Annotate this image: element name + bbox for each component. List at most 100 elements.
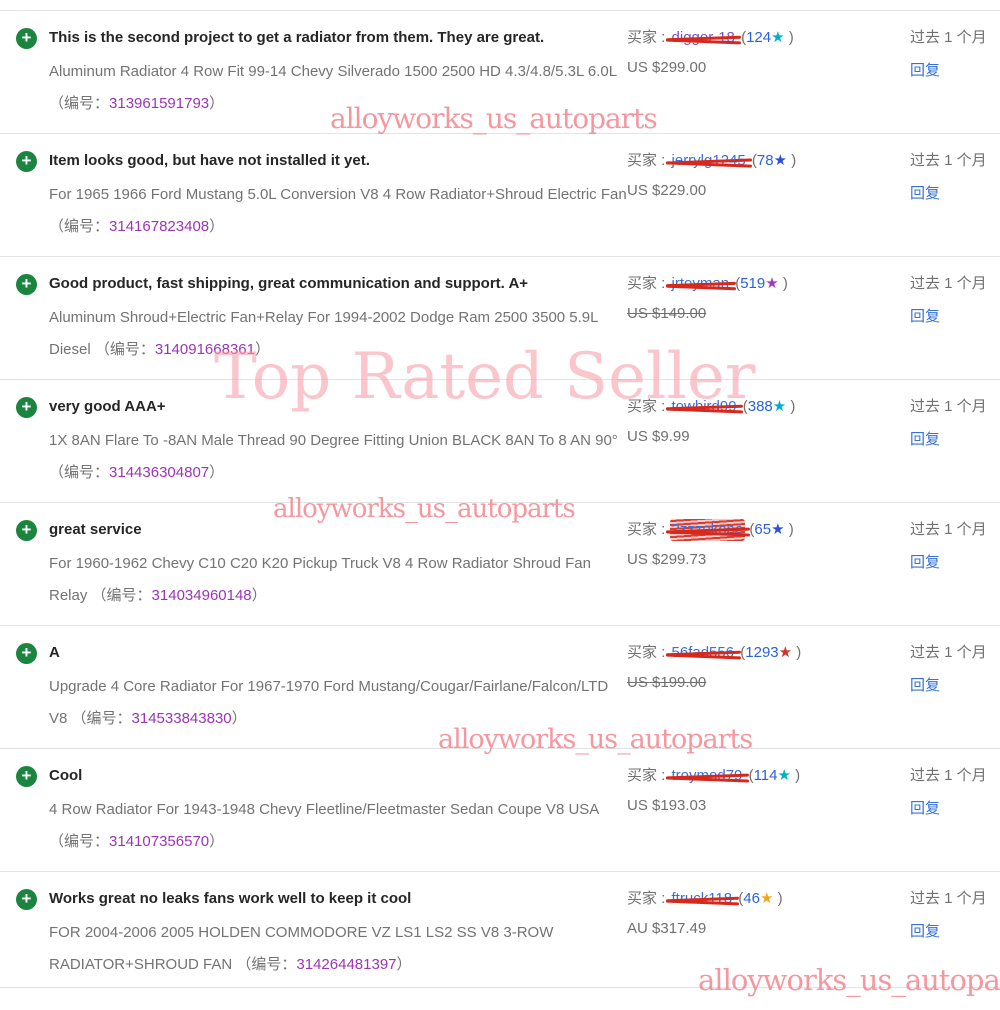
item-price: US $193.03 (627, 797, 707, 814)
buyer-username[interactable]: jrtoyman (670, 273, 732, 295)
buyer-username[interactable]: troymod79 (670, 765, 745, 787)
feedback-count[interactable]: 124 (746, 29, 772, 46)
item-number-link[interactable]: 314264481397 (296, 956, 397, 973)
buyer-line: 买家 : digger-18 (124★ ) (627, 27, 909, 49)
feedback-row: + Item looks good, but have not installe… (0, 133, 1000, 256)
close-paren: ) (778, 275, 788, 292)
positive-feedback-icon: + (16, 397, 37, 418)
item-number-close: ） (396, 956, 412, 973)
feedback-time: 过去 1 个月 (910, 521, 987, 538)
reply-link[interactable]: 回复 (910, 800, 941, 817)
feedback-comment: Works great no leaks fans work well to k… (49, 890, 412, 907)
item-number-link[interactable]: 314436304807 (109, 464, 210, 481)
item-number-link[interactable]: 313961591793 (109, 95, 210, 112)
buyer-username[interactable]: 56fad556 (670, 642, 737, 664)
feedback-time: 过去 1 个月 (910, 767, 987, 784)
feedback-count[interactable]: 46 (743, 890, 760, 907)
reply-link[interactable]: 回复 (910, 677, 941, 694)
buyer-username[interactable]: towbird99 (670, 396, 739, 418)
item-description: Upgrade 4 Core Radiator For 1967-1970 Fo… (49, 671, 627, 735)
right-column: 过去 1 个月 回复 (910, 764, 996, 871)
reply-link[interactable]: 回复 (910, 431, 941, 448)
item-number-link[interactable]: 314091668361 (154, 341, 255, 358)
feedback-comment: Item looks good, but have not installed … (49, 152, 370, 169)
item-number-label: （编号： (49, 95, 110, 112)
feedback-main: great service For 1960-1962 Chevy C10 C2… (49, 518, 627, 625)
feedback-main: Good product, fast shipping, great commu… (49, 272, 627, 379)
open-paren: ( (751, 152, 757, 169)
right-column: 过去 1 个月 回复 (910, 395, 996, 502)
item-price: US $299.00 (627, 59, 707, 76)
item-title: Upgrade 4 Core Radiator For 1967-1970 Fo… (49, 678, 609, 727)
feedback-comment: very good AAA+ (49, 398, 166, 415)
close-paren: ) (773, 890, 783, 907)
right-column: 过去 1 个月 回复 (910, 641, 996, 748)
item-price: US $299.73 (627, 551, 707, 568)
item-price: US $9.99 (627, 428, 690, 445)
reply-link[interactable]: 回复 (910, 62, 941, 79)
right-column: 过去 1 个月 回复 (910, 149, 996, 256)
buyer-label: 买家 : (627, 644, 666, 661)
feedback-star-icon: ★ (771, 29, 785, 46)
feedback-star-icon: ★ (765, 275, 779, 292)
item-number-link[interactable]: 314107356570 (109, 833, 210, 850)
reply-link[interactable]: 回复 (910, 308, 941, 325)
item-number-close: ） (209, 464, 225, 481)
item-number-close: ） (254, 341, 270, 358)
feedback-list: + This is the second project to get a ra… (0, 10, 1000, 988)
buyer-column: 买家 : towbird99 (388★ ) US $9.99 (627, 395, 909, 502)
feedback-count[interactable]: 78 (756, 152, 774, 169)
item-description: For 1965 1966 Ford Mustang 5.0L Conversi… (49, 179, 627, 243)
buyer-column: 买家 : ftruck118 (46★ ) AU $317.49 (627, 887, 909, 987)
close-paren: ) (784, 521, 794, 538)
buyer-line: 买家 : jrtoyman (519★ ) (627, 273, 909, 295)
feedback-row: + very good AAA+ 1X 8AN Flare To -8AN Ma… (0, 379, 1000, 502)
buyer-column: 买家 : 56fad556 (1293★ ) US $199.00 (627, 641, 909, 748)
buyer-column: 买家 : jerrylg1245 (78★ ) US $229.00 (627, 149, 909, 256)
close-paren: ) (786, 398, 796, 415)
feedback-time: 过去 1 个月 (910, 890, 987, 907)
feedback-star-icon: ★ (777, 767, 791, 784)
reply-link[interactable]: 回复 (910, 185, 941, 202)
positive-feedback-icon: + (16, 766, 37, 787)
buyer-line: 买家 : jerrylg1245 (78★ ) (627, 150, 909, 172)
feedback-count[interactable]: 388 (747, 398, 773, 415)
open-paren: ( (735, 275, 741, 292)
buyer-column: 买家 : digger-18 (124★ ) US $299.00 (627, 26, 909, 133)
feedback-count[interactable]: 519 (740, 275, 766, 292)
item-number-label: （编号： (49, 218, 110, 235)
buyer-column: 买家 : jrtoyman (519★ ) US $149.00 (627, 272, 909, 379)
item-title: 1X 8AN Flare To -8AN Male Thread 90 Degr… (49, 432, 618, 449)
item-price: US $149.00 (627, 305, 707, 322)
buyer-label: 买家 : (627, 152, 666, 169)
open-paren: ( (738, 890, 744, 907)
buyer-username[interactable]: 2zzzekone (669, 519, 746, 541)
reply-link[interactable]: 回复 (910, 923, 941, 940)
open-paren: ( (748, 767, 754, 784)
positive-feedback-icon: + (16, 889, 37, 910)
buyer-username[interactable]: jerrylg1245 (670, 150, 748, 172)
positive-feedback-icon: + (16, 643, 37, 664)
buyer-label: 买家 : (627, 890, 666, 907)
item-number-link[interactable]: 314167823408 (109, 218, 210, 235)
buyer-username[interactable]: digger-18 (670, 27, 737, 49)
item-price: AU $317.49 (627, 920, 707, 937)
item-title: FOR 2004-2006 2005 HOLDEN COMMODORE VZ L… (49, 924, 554, 973)
positive-feedback-icon: + (16, 151, 37, 172)
item-number-link[interactable]: 314533843830 (131, 710, 232, 727)
item-number-link[interactable]: 314034960148 (151, 587, 252, 604)
item-title: For 1965 1966 Ford Mustang 5.0L Conversi… (49, 186, 627, 203)
positive-feedback-icon: + (16, 520, 37, 541)
feedback-comment: Cool (49, 767, 83, 784)
buyer-username[interactable]: ftruck118 (670, 888, 735, 910)
feedback-count[interactable]: 1293 (745, 644, 779, 661)
feedback-time: 过去 1 个月 (910, 152, 987, 169)
buyer-label: 买家 : (627, 29, 666, 46)
item-number-close: ） (209, 833, 225, 850)
reply-link[interactable]: 回复 (910, 554, 941, 571)
feedback-count[interactable]: 65 (754, 521, 772, 538)
feedback-main: Works great no leaks fans work well to k… (49, 887, 627, 987)
buyer-line: 买家 : 56fad556 (1293★ ) (627, 642, 909, 664)
feedback-row: + Cool 4 Row Radiator For 1943-1948 Chev… (0, 748, 1000, 871)
feedback-count[interactable]: 114 (753, 767, 778, 784)
